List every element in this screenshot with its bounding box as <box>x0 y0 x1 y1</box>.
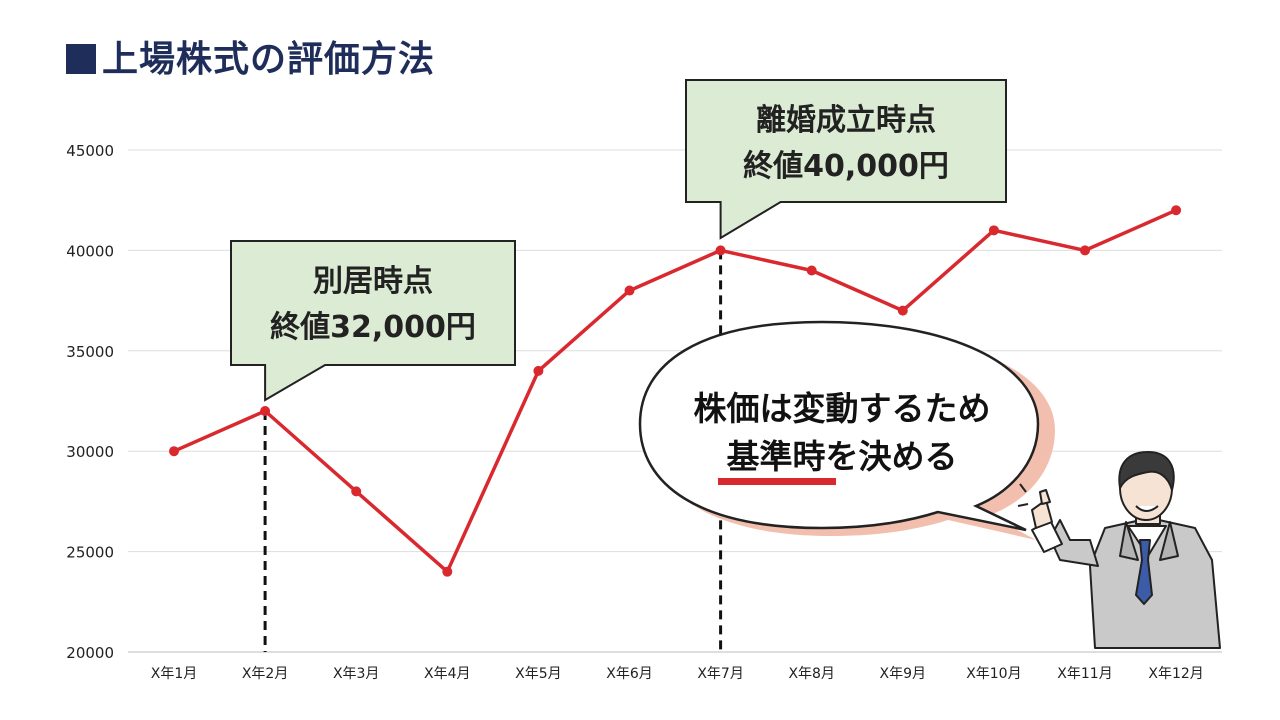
price-series-line <box>173 208 1177 574</box>
data-point <box>1080 245 1090 256</box>
data-point <box>260 406 271 417</box>
callout-text: 離婚成立時点 <box>756 103 936 138</box>
callout-text: 終値32,000円 <box>270 310 476 345</box>
x-tick-label: X年12月 <box>1148 666 1203 682</box>
data-point <box>715 245 726 256</box>
speech-bubble: 株価は変動するため 基準時を決める <box>638 320 1055 540</box>
bubble-line-1: 株価は変動するため <box>694 389 991 428</box>
bubble-line-2-rest: を決める <box>826 437 958 476</box>
y-tick-labels: 20000 25000 30000 35000 40000 45000 <box>66 142 114 662</box>
x-tick-label: X年9月 <box>880 666 927 682</box>
x-tick-label: X年11月 <box>1057 666 1112 682</box>
page-title-text: 上場株式の評価方法 <box>102 39 436 80</box>
data-point <box>1171 205 1182 216</box>
y-tick-label: 35000 <box>66 343 114 361</box>
callout-text: 終値40,000円 <box>743 149 949 184</box>
x-tick-label: X年7月 <box>697 666 744 682</box>
x-tick-label: X年10月 <box>966 666 1021 682</box>
data-points <box>169 205 1182 577</box>
callout-text: 別居時点 <box>313 264 433 299</box>
y-tick-label: 45000 <box>66 142 114 160</box>
bubble-line-2: 基準時を決める <box>727 437 958 476</box>
data-point <box>533 365 544 376</box>
bubble-emphasis: 基準時 <box>727 437 826 476</box>
businessman-pointing-icon <box>1017 451 1221 649</box>
page-title: 上場株式の評価方法 <box>66 30 435 82</box>
y-tick-label: 40000 <box>66 242 114 260</box>
x-tick-label: X年4月 <box>424 666 471 682</box>
callout-box <box>230 240 516 402</box>
data-point <box>169 446 179 457</box>
x-tick-label: X年1月 <box>151 666 198 682</box>
title-square-icon <box>66 44 96 74</box>
x-tick-label: X年6月 <box>606 666 653 682</box>
y-tick-label: 20000 <box>66 644 114 662</box>
y-tick-label: 25000 <box>66 544 114 562</box>
data-point <box>624 285 635 296</box>
callout-box <box>685 79 1007 240</box>
x-tick-label: X年8月 <box>788 666 835 682</box>
x-tick-label: X年3月 <box>333 666 380 682</box>
x-tick-label: X年5月 <box>515 666 562 682</box>
x-tick-label: X年2月 <box>242 666 289 682</box>
emphasis-underline <box>718 478 836 485</box>
data-point <box>897 305 908 316</box>
data-point <box>442 566 453 577</box>
data-point <box>988 225 999 236</box>
x-tick-labels: X年1月 X年2月 X年3月 X年4月 X年5月 X年6月 X年7月 X年8月 X年9月 X年10… <box>151 666 1204 682</box>
data-point <box>351 486 362 497</box>
y-tick-label: 30000 <box>66 443 114 461</box>
data-point <box>806 265 817 276</box>
